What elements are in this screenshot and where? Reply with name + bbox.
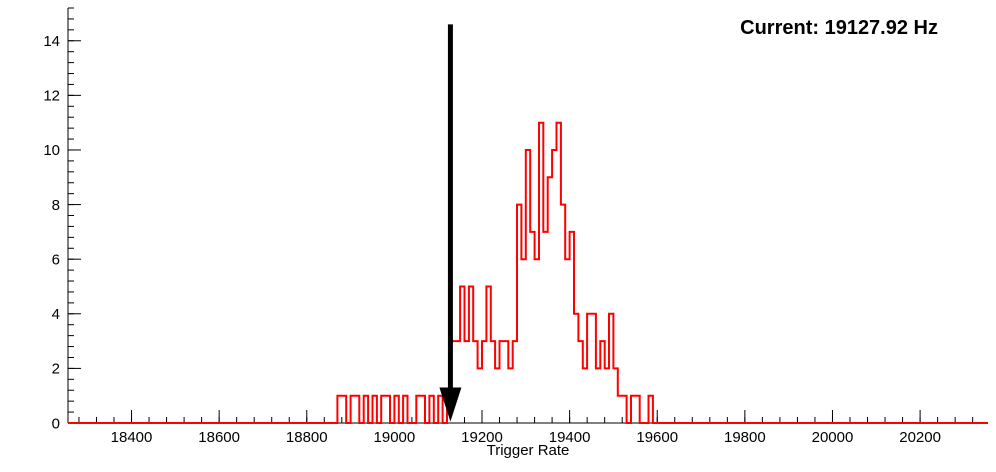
y-tick-label: 12 bbox=[43, 88, 60, 105]
y-tick-label: 0 bbox=[52, 415, 60, 432]
x-tick-label: 19600 bbox=[636, 429, 678, 446]
y-tick-label: 8 bbox=[52, 197, 60, 214]
histogram-series bbox=[68, 121, 988, 424]
x-axis-title: Trigger Rate bbox=[486, 442, 570, 459]
x-tick-label: 18600 bbox=[198, 429, 240, 446]
current-rate-arrow-head bbox=[439, 387, 462, 422]
x-tick-label: 18400 bbox=[111, 429, 153, 446]
x-tick-label: 18800 bbox=[286, 429, 328, 446]
x-tick-label: 19200 bbox=[461, 429, 503, 446]
y-tick-label: 14 bbox=[43, 33, 60, 50]
y-tick-label: 2 bbox=[52, 361, 60, 378]
x-tick-label: 19000 bbox=[374, 429, 416, 446]
y-tick-label: 6 bbox=[52, 251, 60, 268]
y-tick-label: 4 bbox=[52, 306, 60, 323]
current-rate-label: Current: 19127.92 Hz bbox=[740, 17, 938, 39]
x-tick-label: 20200 bbox=[899, 429, 941, 446]
x-tick-label: 19400 bbox=[549, 429, 591, 446]
x-tick-label: 20000 bbox=[812, 429, 854, 446]
y-tick-label: 10 bbox=[43, 142, 60, 159]
x-tick-label: 19800 bbox=[724, 429, 766, 446]
